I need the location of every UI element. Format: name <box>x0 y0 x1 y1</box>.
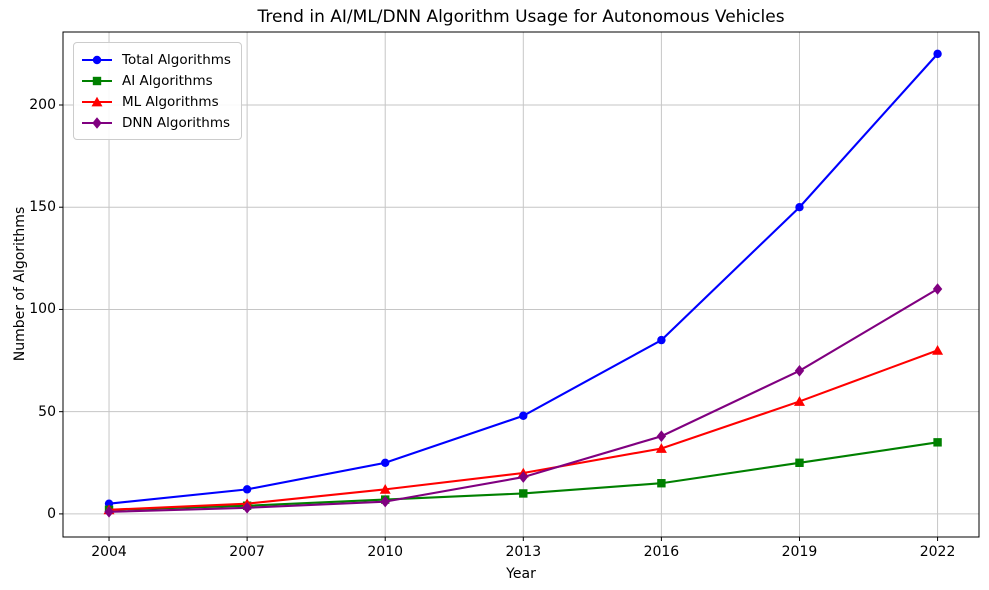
chart-title: Trend in AI/ML/DNN Algorithm Usage for A… <box>257 7 785 27</box>
y-tick-label: 50 <box>38 403 56 420</box>
axes-frame <box>62 31 980 538</box>
x-tick-label: 2019 <box>781 544 818 560</box>
square-marker <box>92 76 102 85</box>
square-marker <box>933 438 942 447</box>
circle-marker <box>381 458 390 467</box>
legend-sample-line <box>82 96 112 106</box>
legend-sample-line <box>82 76 112 85</box>
diamond-marker <box>656 430 667 443</box>
diamond-marker <box>932 283 943 295</box>
square-marker <box>795 458 804 467</box>
diamond-marker <box>242 501 252 514</box>
triangle-marker <box>793 396 805 406</box>
circle-marker <box>242 485 252 494</box>
x-axis-label: Year <box>506 566 536 582</box>
legend-label: ML Algorithms <box>122 93 219 110</box>
diamond-marker <box>518 471 529 483</box>
y-tick-label: 150 <box>29 199 56 216</box>
circle-marker <box>519 411 528 420</box>
x-tick-label: 2013 <box>505 544 542 560</box>
x-tick-label: 2004 <box>91 544 127 560</box>
square-marker <box>657 479 666 488</box>
triangle-marker <box>932 345 944 355</box>
legend-item: Total Algorithms <box>82 49 231 70</box>
diamond-marker <box>380 495 390 508</box>
triangle-marker <box>91 96 103 106</box>
legend-sample-line <box>82 116 112 129</box>
y-tick-label: 100 <box>29 301 56 318</box>
legend-label: AI Algorithms <box>122 72 213 89</box>
legend-item: ML Algorithms <box>82 91 231 112</box>
triangle-marker <box>655 443 667 453</box>
diamond-marker <box>92 116 102 129</box>
legend-item: DNN Algorithms <box>82 112 231 133</box>
x-tick-label: 2010 <box>367 544 404 560</box>
x-tick-label: 2007 <box>229 544 265 560</box>
circle-marker <box>92 55 102 64</box>
legend-label: DNN Algorithms <box>122 114 231 131</box>
circle-marker <box>933 49 942 59</box>
x-tick-label: 2016 <box>643 544 680 560</box>
legend-sample-line <box>82 55 112 64</box>
triangle-marker <box>379 484 391 494</box>
legend: Total Algorithms AI Algorithms ML Algorith… <box>73 42 242 140</box>
square-marker <box>519 489 528 498</box>
y-tick-label: 0 <box>47 505 56 522</box>
circle-marker <box>795 203 804 212</box>
legend-label: Total Algorithms <box>122 51 231 68</box>
diamond-marker <box>794 364 805 377</box>
circle-marker <box>657 335 666 345</box>
x-tick-label: 2022 <box>919 544 956 560</box>
y-tick-label: 200 <box>29 96 56 113</box>
legend-item: AI Algorithms <box>82 70 231 91</box>
diamond-marker <box>104 506 114 518</box>
